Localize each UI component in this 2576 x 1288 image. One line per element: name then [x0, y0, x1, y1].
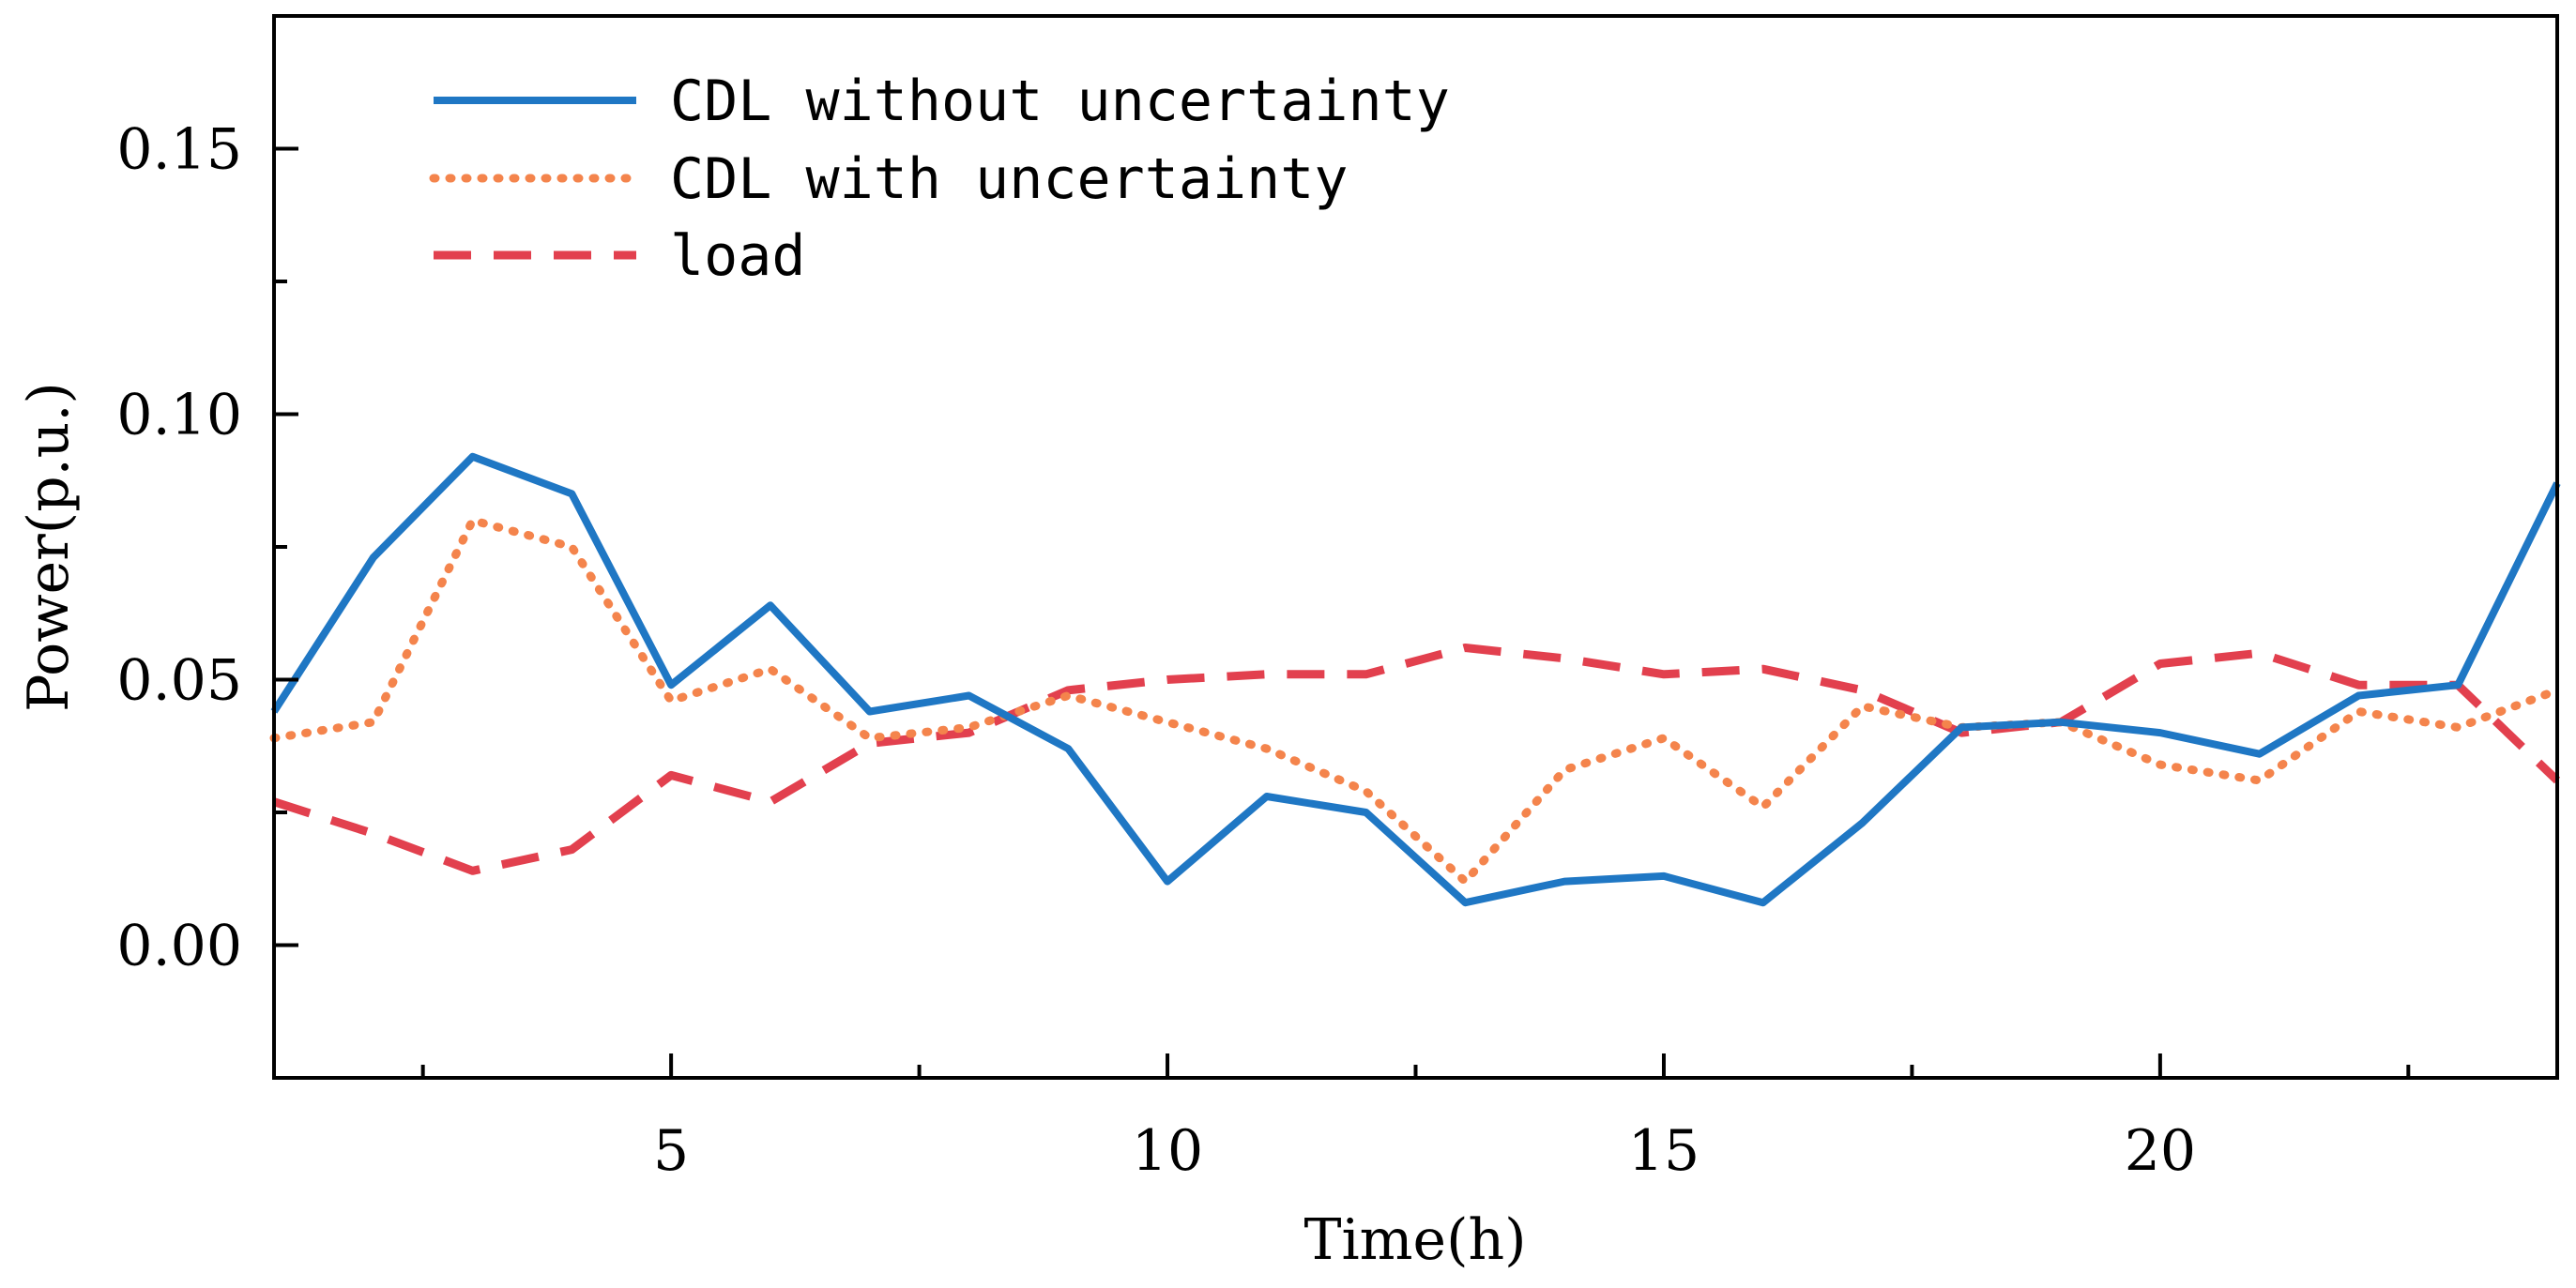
legend-label-3: load — [670, 223, 806, 289]
y-tick-label: 0.05 — [116, 648, 242, 714]
y-tick-label: 0.00 — [116, 914, 242, 979]
series-line-load — [272, 644, 2561, 875]
series-line-cdl-without-uncertainty — [270, 452, 2561, 907]
x-tick-label: 15 — [1628, 1118, 1700, 1184]
series-line-cdl-with-uncertainty — [269, 516, 2562, 886]
x-tick-label: 20 — [2125, 1118, 2196, 1184]
y-axis-tick-labels: 0.00 0.05 0.10 0.15 — [116, 117, 242, 979]
series-layer — [269, 452, 2562, 907]
x-axis-label: Time(h) — [1303, 1207, 1526, 1273]
axis-ticks — [274, 146, 2411, 1078]
y-axis-label: Power(p.u.) — [16, 382, 82, 712]
y-tick-label: 0.15 — [116, 117, 242, 183]
legend: CDL without uncertainty CDL with uncertai… — [429, 68, 1450, 289]
legend-label-1: CDL without uncertainty — [670, 68, 1450, 134]
x-tick-label: 10 — [1132, 1118, 1203, 1184]
x-tick-label: 5 — [653, 1118, 689, 1184]
legend-label-2: CDL with uncertainty — [670, 146, 1348, 212]
plot-frame — [272, 14, 2559, 1080]
x-axis-tick-labels: 5 10 15 20 — [653, 1118, 2196, 1184]
y-tick-label: 0.10 — [116, 383, 242, 448]
